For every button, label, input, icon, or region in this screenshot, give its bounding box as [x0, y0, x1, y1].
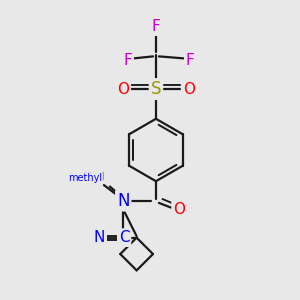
Text: O: O	[183, 82, 195, 97]
Text: C: C	[119, 230, 130, 245]
Text: S: S	[151, 80, 161, 98]
Text: F: F	[186, 53, 194, 68]
Text: O: O	[173, 202, 185, 217]
Text: methyl: methyl	[68, 173, 102, 183]
Text: F: F	[123, 53, 132, 68]
Text: methyl: methyl	[68, 172, 104, 182]
Text: methyl: methyl	[0, 299, 1, 300]
Text: N: N	[117, 191, 130, 209]
Text: F: F	[152, 19, 160, 34]
Text: O: O	[117, 82, 129, 97]
Text: N: N	[94, 230, 105, 245]
